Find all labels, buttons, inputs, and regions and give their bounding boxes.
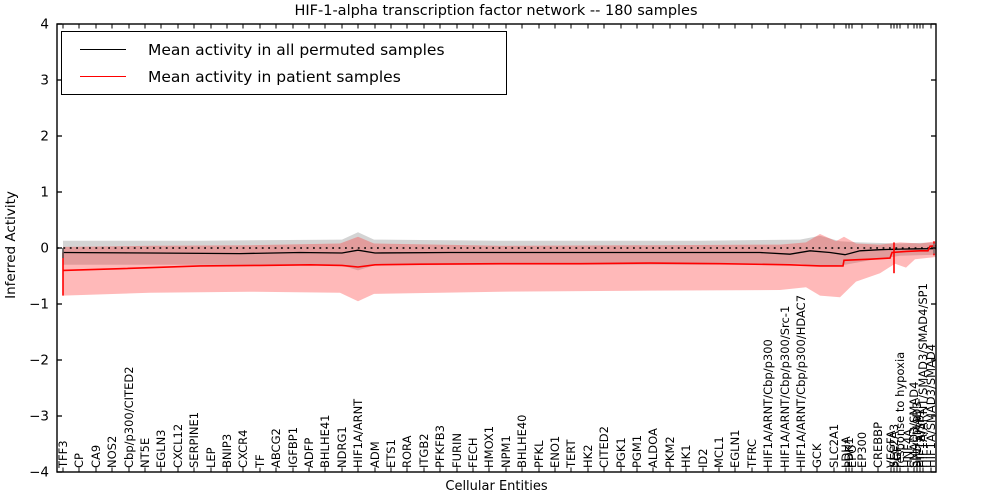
x-entity-label: TFF3 — [56, 440, 70, 469]
x-entity-label: GCK — [810, 443, 824, 468]
x-entity-label: CA9 — [89, 445, 103, 468]
y-tick-label: −4 — [29, 465, 49, 481]
x-entity-label: SERPINE1 — [187, 412, 201, 468]
x-entity-label: CREBBP — [871, 422, 885, 468]
x-entity-label: ADFP — [302, 438, 316, 468]
x-entity-label: CP — [72, 453, 86, 468]
x-entity-label: SLC2A1 — [827, 424, 841, 468]
x-entity-label: TFRC — [745, 439, 759, 469]
x-entity-label: SLC2A3 — [887, 424, 901, 468]
y-tick-label: −3 — [29, 409, 49, 425]
x-entity-label: LEP — [204, 447, 218, 468]
x-entity-label: PGM1 — [630, 435, 644, 468]
x-entity-label: TF — [253, 454, 267, 469]
x-entity-label: PKM2 — [663, 436, 677, 468]
x-entity-label: CITED2 — [597, 426, 611, 468]
permuted-line-swatch — [80, 49, 126, 50]
y-tick-label: −1 — [29, 297, 49, 313]
x-entity-label: ENO1 — [548, 436, 562, 468]
x-entity-label: EPO — [845, 445, 859, 468]
x-entity-label: HIF1A/ARNT/Cbp/p300 — [761, 339, 775, 468]
x-entity-label: HIF1A/ARNT/SMAD3/SMAD4/SP1 — [916, 283, 930, 468]
x-entity-label: ID2 — [696, 448, 710, 468]
x-entity-label: NPM1 — [499, 435, 513, 468]
x-entity-label: RORA — [400, 435, 414, 468]
legend-item-patient: Mean activity in patient samples — [62, 68, 506, 86]
x-entity-label: SP1/SMAD3 — [910, 401, 924, 468]
x-axis-label: Cellular Entities — [445, 479, 548, 494]
x-entity-label: HNF4A — [901, 429, 915, 468]
permuted-band — [63, 232, 936, 271]
x-entity-label: ETS1 — [384, 439, 398, 468]
x-entity-label: VEGFA — [884, 430, 898, 468]
x-entity-label: PFKFB3 — [433, 425, 447, 468]
x-entity-label: HIF1A/SMAD3/SMAD4 — [924, 344, 938, 468]
x-entity-label: TERT — [564, 439, 578, 469]
chart-title: HIF-1-alpha transcription factor network… — [294, 3, 698, 19]
permuted-mean-line — [62, 247, 937, 256]
legend-label-permuted: Mean activity in all permuted samples — [148, 40, 445, 59]
legend-item-permuted: Mean activity in all permuted samples — [62, 41, 506, 59]
x-entity-label: Cbp/p300/CITED2 — [122, 366, 136, 468]
y-tick-label: 0 — [40, 241, 49, 257]
x-entity-label: NOS2 — [105, 436, 119, 468]
x-entity-label: MCL1 — [712, 436, 726, 468]
patient-line-swatch — [80, 76, 126, 77]
x-entity-label: CXCL12 — [171, 424, 185, 468]
x-entity-label: HIF1A/SP1 — [913, 409, 927, 468]
legend-label-patient: Mean activity in patient samples — [148, 67, 401, 86]
x-entity-label: EGLN3 — [154, 429, 168, 468]
x-entity-label: response to hypoxia — [893, 352, 907, 468]
x-entity-label: ABCG2 — [269, 428, 283, 468]
x-entity-label: BHLHE41 — [318, 415, 332, 469]
x-entity-label: PDK1 — [842, 437, 856, 468]
legend: Mean activity in all permuted samples Me… — [61, 31, 507, 95]
x-entity-label: PGF — [890, 446, 904, 468]
patient-band — [63, 234, 936, 302]
x-entity-label: EGLN1 — [728, 429, 742, 468]
y-tick-label: −2 — [29, 353, 49, 369]
x-entity-label: HK1 — [679, 444, 693, 468]
y-tick-label: 1 — [40, 185, 49, 201]
x-entity-label: EP300 — [855, 432, 869, 468]
x-entity-label: ADM — [368, 441, 382, 468]
x-entity-label: PGK1 — [614, 437, 628, 468]
x-entity-label: HIF1A/ARNT — [351, 398, 365, 468]
y-tick-label: 2 — [40, 129, 49, 145]
x-entity-label: HIF1A/ARNT/Cbp/p300/Src-1 — [778, 306, 792, 468]
x-entity-label: PFKL — [532, 440, 546, 468]
y-tick-label: 4 — [40, 17, 49, 33]
x-entity-label: FURIN — [450, 433, 464, 468]
x-entity-label: IGFBP1 — [286, 427, 300, 468]
x-entity-label: HIF1A/ARNT/Cbp/p300/HDAC7 — [794, 295, 808, 468]
x-entity-label: BHLHE40 — [515, 415, 529, 469]
x-entity-label: HK2 — [581, 444, 595, 468]
x-entity-label: LDHA — [839, 436, 853, 468]
x-entity-label: HMOX1 — [482, 426, 496, 468]
x-entity-label: BNIP3 — [220, 434, 234, 468]
x-entity-label: CXCR4 — [236, 430, 250, 468]
x-entity-label: FECH — [466, 437, 480, 468]
x-entity-label: NDRG1 — [335, 426, 349, 468]
x-entity-label: ALDOA — [646, 428, 660, 468]
y-tick-label: 3 — [40, 73, 49, 89]
x-entity-label: SMAD3/SMAD4 — [907, 382, 921, 468]
x-entity-label: NT5E — [138, 438, 152, 468]
x-entity-label: ITGB2 — [417, 433, 431, 468]
patient-mean-line — [62, 245, 937, 272]
